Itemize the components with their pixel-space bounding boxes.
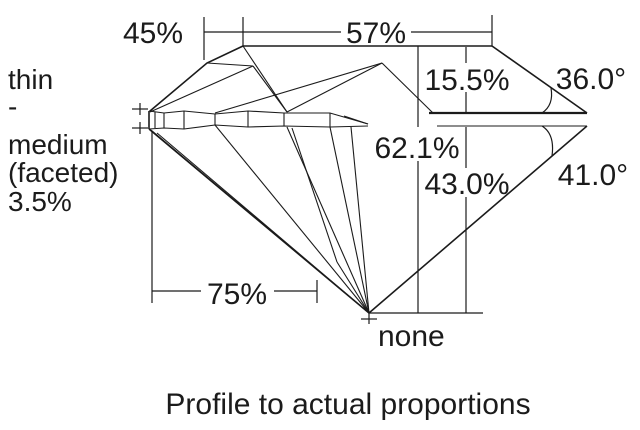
crown-height-label: 15.5% [424, 64, 509, 97]
star-length-label: 45% [123, 17, 183, 50]
star-length-dimension [203, 17, 244, 60]
pavilion-depth-label: 43.0% [424, 168, 509, 201]
table-size-dimension [243, 15, 493, 46]
diamond-outline [148, 45, 588, 314]
girdle-band [148, 110, 587, 130]
girdle-thickness-ticks [132, 103, 148, 134]
girdle-description-label: thin - medium (faceted) 3.5% [8, 64, 119, 217]
total-depth-label: 62.1% [374, 132, 459, 165]
crown-facet-lines [149, 45, 434, 114]
girdle-label-line-3: medium [8, 129, 108, 160]
culet-dimension [361, 312, 483, 324]
girdle-label-line-1: thin [8, 64, 53, 95]
culet-label: none [378, 320, 445, 353]
diagram-caption: Profile to actual proportions [165, 388, 530, 421]
pavilion-angle-arc [541, 125, 554, 157]
table-size-label: 57% [346, 17, 406, 50]
crown-angle-arc [541, 87, 553, 114]
pavilion-angle-label: 41.0° [558, 159, 628, 192]
girdle-label-line-5: 3.5% [8, 186, 72, 217]
lower-girdle-label: 75% [207, 278, 267, 311]
pavilion-facet-lines [150, 124, 370, 314]
girdle-label-line-2: - [8, 91, 17, 122]
lower-girdle-dimension [151, 131, 318, 303]
crown-angle-label: 36.0° [556, 63, 626, 96]
girdle-label-line-4: (faceted) [8, 157, 119, 188]
